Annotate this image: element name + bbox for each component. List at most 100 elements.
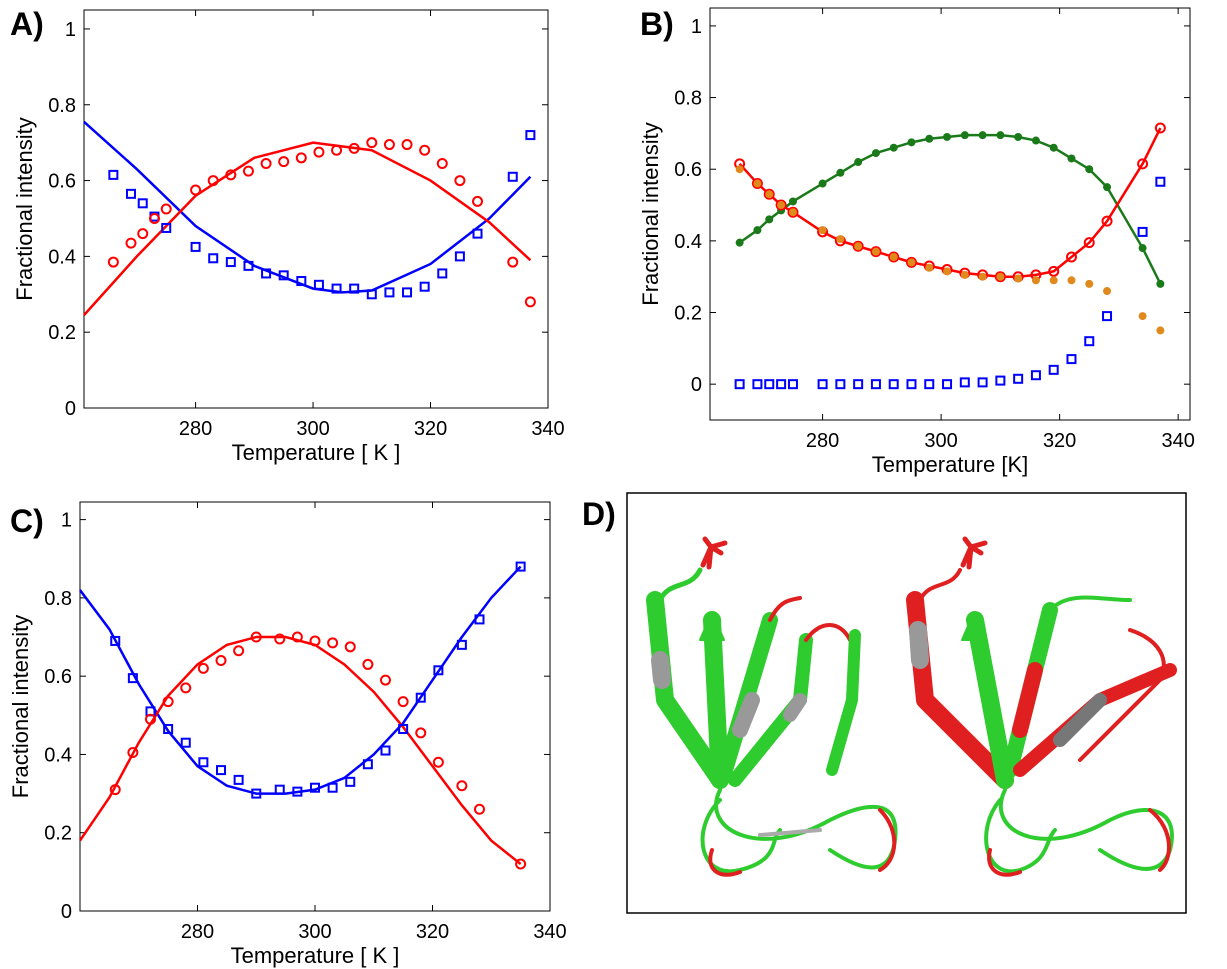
data-point bbox=[765, 215, 774, 224]
x-axis-label: Temperature [K] bbox=[872, 452, 1029, 477]
data-point bbox=[233, 645, 245, 657]
data-point bbox=[853, 379, 864, 390]
y-tick-label: 0.8 bbox=[48, 95, 76, 117]
data-point bbox=[817, 379, 828, 390]
data-point bbox=[327, 637, 339, 649]
data-point bbox=[1138, 244, 1147, 253]
data-point bbox=[765, 190, 774, 199]
data-point bbox=[735, 165, 744, 174]
data-point bbox=[994, 271, 1006, 283]
data-point bbox=[751, 178, 763, 190]
x-tick-label: 340 bbox=[533, 921, 566, 943]
data-point bbox=[402, 287, 413, 298]
data-point bbox=[1014, 274, 1023, 283]
data-point bbox=[1138, 312, 1147, 321]
plot-frame bbox=[83, 9, 549, 409]
panel-label: C) bbox=[10, 503, 44, 539]
data-point bbox=[1154, 122, 1166, 134]
data-point bbox=[419, 281, 430, 292]
data-point bbox=[309, 635, 321, 647]
x-tick-label: 280 bbox=[179, 418, 212, 440]
data-point bbox=[854, 158, 863, 167]
data-point bbox=[996, 131, 1005, 140]
data-point bbox=[888, 379, 899, 390]
data-point bbox=[960, 131, 969, 140]
data-point bbox=[456, 780, 468, 792]
data-point bbox=[515, 561, 526, 572]
data-point bbox=[260, 158, 272, 170]
data-point bbox=[243, 260, 254, 271]
data-point bbox=[995, 375, 1006, 386]
chart-panel: A) 0 0.2 0.4 0.6 0.8 1 280 300 320 340 Temperature … bbox=[10, 6, 565, 465]
y-tick-label: 0.8 bbox=[44, 588, 72, 610]
data-point bbox=[1156, 326, 1165, 335]
data-point bbox=[1048, 265, 1060, 277]
data-point bbox=[161, 222, 172, 233]
data-point bbox=[198, 757, 209, 768]
data-point bbox=[1155, 176, 1166, 187]
data-point bbox=[472, 228, 483, 239]
x-tick-label: 300 bbox=[296, 418, 329, 440]
x-tick-label: 320 bbox=[414, 418, 447, 440]
data-point bbox=[1066, 354, 1077, 365]
data-point bbox=[525, 130, 536, 141]
chart-panel: B) 0 0.2 0.4 0.6 0.8 1 280 300 320 340 Temperature … bbox=[638, 6, 1195, 477]
data-point bbox=[871, 247, 880, 256]
x-tick-label: 300 bbox=[298, 921, 331, 943]
y-tick-label: 0 bbox=[61, 901, 72, 923]
data-point bbox=[278, 270, 289, 281]
y-tick-label: 0.2 bbox=[44, 823, 72, 845]
x-axis-label: Temperature [ K ] bbox=[232, 440, 401, 465]
data-point bbox=[225, 257, 236, 268]
data-point bbox=[1137, 158, 1149, 170]
data-point bbox=[215, 655, 227, 667]
data-point bbox=[348, 142, 360, 154]
data-point bbox=[432, 756, 444, 768]
y-tick-label: 0 bbox=[691, 374, 702, 396]
x-axis-label: Temperature [ K ] bbox=[231, 943, 400, 968]
protein-left bbox=[646, 536, 898, 877]
data-point bbox=[515, 858, 527, 870]
data-point bbox=[110, 635, 121, 646]
data-point bbox=[137, 198, 148, 209]
data-point bbox=[456, 639, 467, 650]
y-tick-label: 1 bbox=[65, 19, 76, 41]
data-point bbox=[764, 379, 775, 390]
data-point bbox=[734, 379, 745, 390]
data-point bbox=[197, 662, 209, 674]
data-point bbox=[278, 156, 290, 168]
data-point bbox=[753, 179, 762, 188]
data-point bbox=[109, 784, 121, 796]
data-point bbox=[787, 379, 798, 390]
data-point bbox=[1067, 276, 1076, 285]
data-point bbox=[524, 296, 536, 308]
data-point bbox=[250, 631, 262, 643]
x-tick-label: 320 bbox=[416, 921, 449, 943]
data-point bbox=[871, 149, 880, 158]
data-point bbox=[1137, 226, 1148, 237]
data-point bbox=[383, 139, 395, 151]
data-point bbox=[180, 682, 192, 694]
panel-label: B) bbox=[640, 6, 674, 42]
data-point bbox=[735, 238, 744, 247]
data-point bbox=[854, 242, 863, 251]
panel-label: A) bbox=[10, 6, 44, 42]
x-tick-label: 280 bbox=[806, 430, 839, 452]
data-point bbox=[398, 724, 409, 735]
data-point bbox=[924, 379, 935, 390]
data-point bbox=[415, 727, 427, 739]
y-tick-label: 0.8 bbox=[674, 88, 702, 110]
y-tick-label: 1 bbox=[691, 16, 702, 38]
data-point bbox=[190, 241, 201, 252]
data-point bbox=[207, 175, 219, 187]
data-point bbox=[437, 268, 448, 279]
data-point bbox=[433, 665, 444, 676]
data-point bbox=[1067, 154, 1076, 163]
data-point bbox=[208, 253, 219, 264]
data-point bbox=[162, 696, 174, 708]
data-point bbox=[296, 276, 307, 287]
data-point bbox=[415, 692, 426, 703]
data-point bbox=[925, 134, 934, 143]
data-point bbox=[362, 658, 374, 670]
